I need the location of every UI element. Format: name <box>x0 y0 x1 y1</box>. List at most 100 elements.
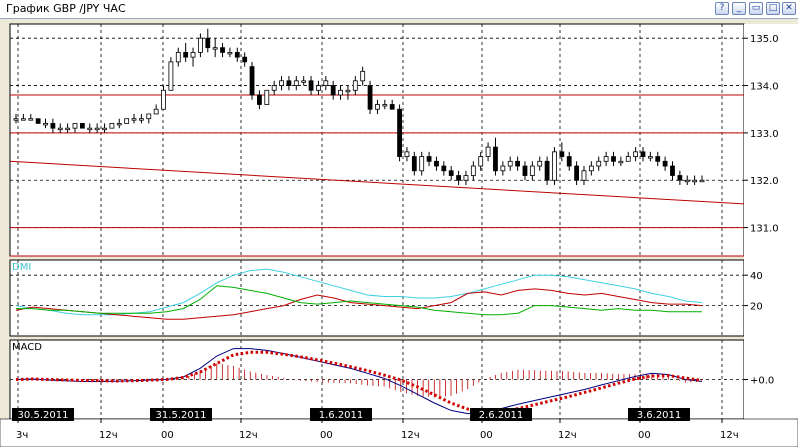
candle-body <box>279 80 284 86</box>
restore-button[interactable]: ▭ <box>749 2 763 15</box>
price-tick-label: 135.0 <box>750 34 779 45</box>
candle-body <box>581 170 587 181</box>
candle-body <box>596 160 602 167</box>
candle-body <box>301 80 307 83</box>
candle-body <box>426 156 432 162</box>
candle-body <box>478 156 484 167</box>
candle-body <box>308 80 314 91</box>
candle-body <box>625 156 631 162</box>
candle-body <box>293 80 299 86</box>
candle-body <box>124 118 130 124</box>
date-label-box: 31.5.2011 <box>150 408 212 421</box>
hour-label: 12ч <box>99 430 118 441</box>
candle-body <box>566 156 572 167</box>
candle-body <box>485 146 491 157</box>
candle-body <box>286 80 292 86</box>
candle-body <box>500 165 506 172</box>
candle-body <box>242 56 248 63</box>
candle-body <box>323 80 329 86</box>
candle-body <box>220 47 225 53</box>
date-label-bg <box>12 408 74 421</box>
candle-body <box>109 123 115 129</box>
window-title: График GBP /JPY ЧАС <box>6 2 126 15</box>
chart-canvas[interactable]: 135.0 134.0 133.0 132.0 131.0 40 20 DMI +0.0 MACD… <box>0 18 798 447</box>
hour-label: 00 <box>320 430 333 441</box>
candle-body <box>633 151 639 157</box>
candle-body <box>647 156 653 159</box>
candle-body <box>65 127 71 131</box>
candle-body <box>168 61 174 91</box>
date-label-bg <box>628 408 690 421</box>
candle-body <box>175 52 181 63</box>
candle-body <box>544 160 550 181</box>
close-button[interactable]: ✕ <box>782 2 796 15</box>
candle-body <box>257 94 262 105</box>
candle-body <box>670 165 675 176</box>
candle-body <box>35 118 41 124</box>
candle-body <box>618 160 624 164</box>
dmi-series-line-1 <box>15 288 703 320</box>
candle-body <box>699 179 705 183</box>
candle-body <box>522 165 528 176</box>
candle-body <box>94 127 100 131</box>
candle-body <box>345 89 351 93</box>
dmi-series-line-2 <box>16 285 702 316</box>
candle-body <box>205 37 211 49</box>
candle-body <box>441 165 447 172</box>
macd-line <box>15 348 703 415</box>
price-tick-label: 134.0 <box>750 82 779 93</box>
help-button[interactable]: ? <box>715 2 729 15</box>
candle-body <box>507 160 513 167</box>
macd-title: MACD <box>12 342 42 353</box>
date-label-box: 3.6.2011 <box>628 408 690 421</box>
candle-body <box>692 179 698 183</box>
candle-body <box>161 89 166 110</box>
candle-body <box>57 127 63 131</box>
date-label-box: 30.5.2011 <box>12 408 74 421</box>
candle-body <box>338 89 343 96</box>
candle-body <box>404 151 410 157</box>
candle-body <box>264 89 270 105</box>
date-label-box: 2.6.2011 <box>470 408 532 421</box>
date-label: 30.5.2011 <box>18 410 69 421</box>
macd-tick-label: +0.0 <box>750 376 774 387</box>
candle-body <box>419 156 425 172</box>
hour-label: 00 <box>638 430 651 441</box>
price-tick-label: 131.0 <box>750 224 779 235</box>
hour-label: 00 <box>480 430 493 441</box>
candle-body <box>234 52 240 58</box>
candle-body <box>13 118 19 121</box>
candle-body <box>559 151 565 157</box>
minimize-button[interactable]: _ <box>732 2 746 15</box>
candle-body <box>146 113 152 120</box>
dmi-tick-label: 40 <box>750 271 763 282</box>
candle-body <box>537 160 543 167</box>
dmi-tick-label: 20 <box>750 302 763 313</box>
candle-body <box>116 123 122 126</box>
candle-body <box>212 47 218 50</box>
candle-body <box>434 160 439 167</box>
candle-body <box>574 165 580 181</box>
candle-body <box>249 66 255 96</box>
window-titlebar: График GBP /JPY ЧАС ? _ ▭ □ ✕ <box>0 0 798 19</box>
candle-body <box>662 160 668 167</box>
candle-body <box>153 108 159 115</box>
maximize-button[interactable]: □ <box>766 2 780 15</box>
candle-body <box>183 52 189 58</box>
hour-label: 12ч <box>401 430 420 441</box>
date-label: 3.6.2011 <box>637 410 682 421</box>
date-label-bg <box>150 408 212 421</box>
candle-body <box>87 127 93 131</box>
candle-body <box>448 170 454 176</box>
candle-body <box>50 123 56 129</box>
candle-body <box>382 104 388 107</box>
price-axis-strip <box>744 24 798 419</box>
hour-label: 3ч <box>16 430 28 441</box>
candle-body <box>198 37 203 53</box>
hour-label: 00 <box>161 430 174 441</box>
candle-body <box>463 175 469 181</box>
candle-body <box>79 123 85 129</box>
candle-body <box>603 156 609 162</box>
date-label: 31.5.2011 <box>156 410 207 421</box>
dmi-title: DMI <box>12 262 31 273</box>
